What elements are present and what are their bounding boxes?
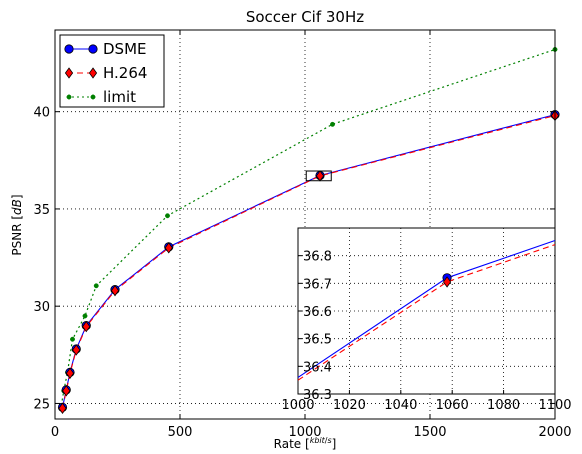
- y-tick-label-25: 25: [33, 397, 50, 412]
- x-tick-label-2000: 2000: [538, 425, 571, 440]
- series-line-limit: [60, 48, 556, 406]
- point-h-264-4: [82, 320, 91, 333]
- inset-y-tick-label-36.7: 36.7: [303, 277, 332, 292]
- inset-x-tick-label-1060: 1060: [436, 398, 469, 413]
- point-h-264-5: [110, 284, 120, 297]
- x-axis-label: Rate [kbit/s]: [274, 436, 337, 451]
- point-h-264-6: [164, 242, 173, 254]
- legend-label-h-264: H.264: [103, 64, 147, 82]
- legend-marker-right-limit: [90, 94, 96, 100]
- inset-x-tick-label-1040: 1040: [384, 398, 417, 413]
- legend-label-limit: limit: [103, 88, 136, 106]
- x-tick-label-1000: 1000: [288, 425, 321, 440]
- x-axis-label-unit-numerator: kbit: [310, 436, 326, 445]
- x-axis-label-unit-denominator: s: [327, 436, 331, 445]
- legend-marker-right-h-264: [88, 67, 98, 79]
- point-limit-5: [93, 283, 99, 289]
- x-axis-label-suffix: ]: [332, 437, 337, 451]
- y-axis-label-suffix: ]: [10, 194, 24, 199]
- point-limit-4: [82, 313, 88, 319]
- inset-line-h-264: [297, 244, 556, 381]
- legend-marker-left-dsme: [64, 44, 74, 54]
- point-h-264-2: [65, 367, 75, 379]
- zoom-box: [305, 170, 332, 182]
- point-h-264-3: [72, 344, 81, 356]
- y-tick-label-35: 35: [33, 203, 50, 218]
- inset-series-markers: [442, 273, 452, 288]
- inset-tick-labels: 1000 1020 1040 1060 1080 1100 36.3 36.4 36.5 36.6…: [281, 250, 571, 413]
- inset-x-tick-label-1020: 1020: [333, 398, 366, 413]
- point-limit-7: [330, 121, 335, 127]
- inset-grid-lines: [298, 228, 555, 394]
- inset-y-tick-label-36.6: 36.6: [303, 305, 332, 320]
- legend-label-dsme: DSME: [103, 40, 147, 58]
- y-axis-label-prefix: PSNR [: [10, 215, 24, 256]
- legend-marker-left-h-264: [64, 67, 74, 79]
- inset-y-tick-label-36.4: 36.4: [303, 360, 332, 375]
- x-tick-label-0: 0: [51, 425, 59, 440]
- legend-marker-left-limit: [66, 94, 72, 100]
- inset-point-h-264: [442, 276, 452, 288]
- y-axis-label: PSNR [dB]: [10, 194, 24, 255]
- chart-title: Soccer Cif 30Hz: [246, 8, 364, 26]
- x-tick-label-1500: 1500: [413, 425, 446, 440]
- x-tick-label-500: 500: [168, 425, 193, 440]
- inset-y-tick-label-36.8: 36.8: [303, 250, 332, 265]
- legend: DSME H.264 limit: [59, 34, 165, 108]
- point-h-264-0: [58, 402, 67, 414]
- inset-x-tick-label-1080: 1080: [487, 398, 520, 413]
- inset-y-tick-label-36.3: 36.3: [303, 388, 332, 403]
- inset-x-tick-label-1100: 1100: [538, 398, 571, 413]
- x-axis-label-unit-slash: /: [325, 436, 328, 445]
- inset-x-tick-label-1000: 1000: [281, 398, 314, 413]
- inset-y-tick-label-36.5: 36.5: [303, 333, 332, 348]
- legend-marker-right-dsme: [88, 44, 98, 54]
- x-axis-label-prefix: Rate [: [274, 437, 310, 451]
- inset-chart: 1000 1020 1040 1060 1080 1100 36.3 36.4 36.5 36.6…: [281, 227, 572, 413]
- point-limit-6: [165, 213, 170, 219]
- y-tick-label-40: 40: [33, 106, 50, 121]
- legend-box: [59, 34, 165, 108]
- point-h-264-1: [62, 385, 71, 397]
- point-limit-3: [70, 336, 75, 342]
- tick-labels: 0 500 1000 1500 2000 25 30 35 40: [33, 106, 571, 440]
- y-tick-label-30: 30: [33, 300, 50, 315]
- y-axis-label-unit: dB: [10, 199, 24, 215]
